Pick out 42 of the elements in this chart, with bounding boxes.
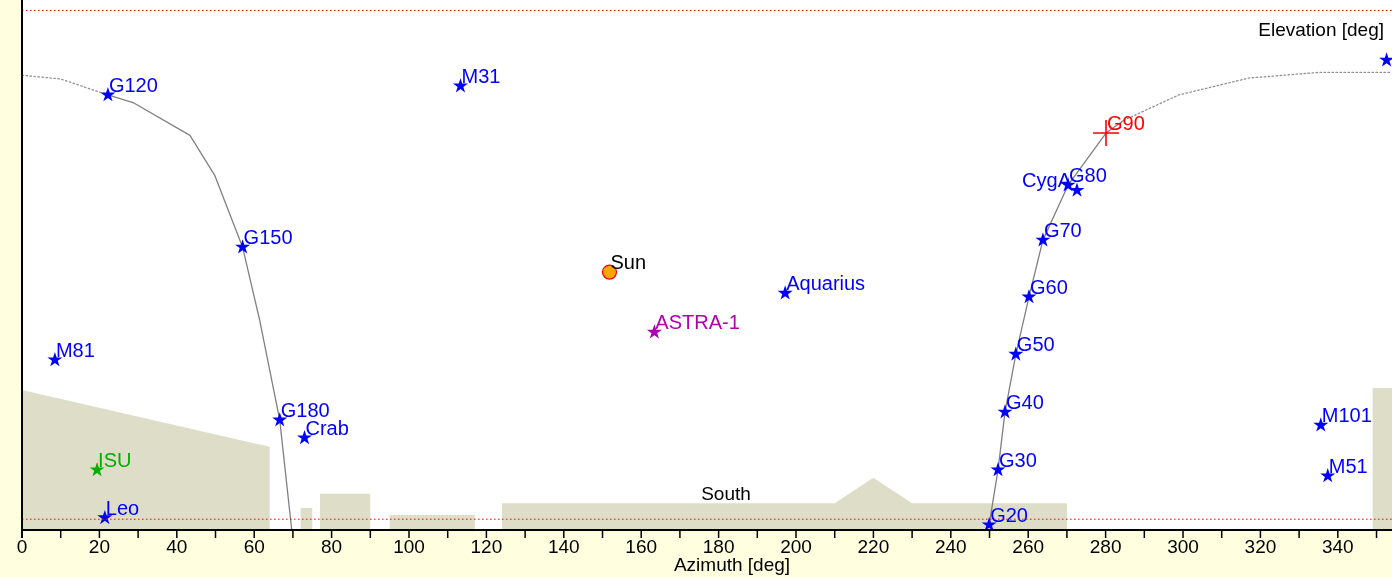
x-tick-label: 200 <box>780 536 812 557</box>
series-label: M31 <box>461 65 501 88</box>
point <box>1379 52 1392 67</box>
x-tick-label: 160 <box>625 536 658 557</box>
x-tick-label: 280 <box>1089 536 1122 557</box>
series-label: G150 <box>243 226 293 249</box>
series-label: M81 <box>55 338 95 361</box>
series-label: G30 <box>999 448 1037 471</box>
point <box>1069 182 1085 197</box>
x-tick-label: 340 <box>1321 536 1354 557</box>
x-tick-label: 300 <box>1167 536 1199 557</box>
x-tick-label: 260 <box>1012 536 1045 557</box>
series-label: G40 <box>1005 391 1044 414</box>
x-axis-title: Azimuth [deg] <box>673 554 791 575</box>
x-tick-label: 40 <box>166 536 188 557</box>
x-tick-label: 100 <box>393 536 425 557</box>
x-tick-label: 220 <box>857 536 890 557</box>
series-label: Sun <box>610 251 647 274</box>
series-label: M51 <box>1328 454 1368 477</box>
series-label: G80 <box>1069 164 1107 187</box>
series-label: G70 <box>1043 219 1082 242</box>
series-label: ISU <box>98 448 132 471</box>
series-label: G20 <box>990 503 1028 526</box>
series-label: G50 <box>1016 333 1055 356</box>
x-tick-label: 240 <box>934 536 967 557</box>
y-axis-title: Elevation [deg] <box>1258 19 1384 40</box>
x-tick-label: 0 <box>16 536 28 557</box>
series-label: M101 <box>1321 404 1372 427</box>
series-label: G120 <box>108 73 158 96</box>
x-tick-label: 180 <box>702 536 735 557</box>
series-label: G60 <box>1029 275 1068 298</box>
x-tick-label: 320 <box>1244 536 1277 557</box>
x-tick-label: 20 <box>88 536 110 557</box>
x-tick-label: 140 <box>547 536 580 557</box>
series-label: ASTRA-1 <box>655 311 740 334</box>
annotation: South <box>701 483 751 504</box>
x-tick-label: 60 <box>243 536 265 557</box>
series-label: Leo <box>105 496 140 519</box>
x-tick-label: 120 <box>470 536 503 557</box>
x-tick-label: 80 <box>321 536 343 557</box>
series-label: G90 <box>1107 112 1145 135</box>
series-label: Aquarius <box>786 272 866 295</box>
